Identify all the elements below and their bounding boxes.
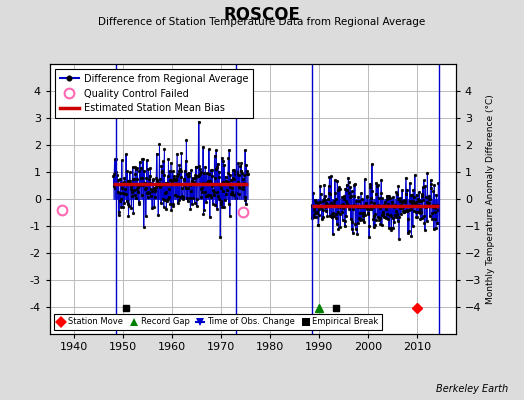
Text: Berkeley Earth: Berkeley Earth <box>436 384 508 394</box>
Y-axis label: Monthly Temperature Anomaly Difference (°C): Monthly Temperature Anomaly Difference (… <box>486 94 495 304</box>
Text: Difference of Station Temperature Data from Regional Average: Difference of Station Temperature Data f… <box>99 17 425 27</box>
Text: ROSCOE: ROSCOE <box>224 6 300 24</box>
Legend: Difference from Regional Average, Quality Control Failed, Estimated Station Mean: Difference from Regional Average, Qualit… <box>54 69 253 118</box>
